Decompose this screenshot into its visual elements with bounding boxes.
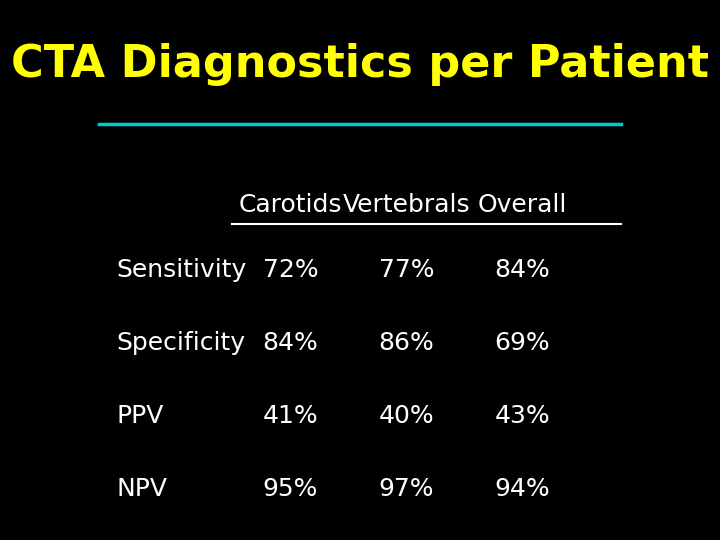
Text: PPV: PPV [117,404,163,428]
Text: 95%: 95% [263,477,318,501]
Text: Carotids: Carotids [238,193,342,217]
Text: 40%: 40% [379,404,434,428]
Text: 86%: 86% [379,331,434,355]
Text: 84%: 84% [495,258,550,282]
Text: CTA Diagnostics per Patient: CTA Diagnostics per Patient [11,43,709,86]
Text: 77%: 77% [379,258,434,282]
Text: 72%: 72% [263,258,318,282]
Text: Sensitivity: Sensitivity [117,258,247,282]
Text: 97%: 97% [379,477,434,501]
Text: 43%: 43% [495,404,550,428]
Text: Overall: Overall [477,193,567,217]
Text: 41%: 41% [263,404,318,428]
Text: Vertebrals: Vertebrals [343,193,470,217]
Text: Specificity: Specificity [117,331,246,355]
Text: 84%: 84% [263,331,318,355]
Text: 69%: 69% [495,331,550,355]
Text: 94%: 94% [495,477,550,501]
Text: NPV: NPV [117,477,167,501]
